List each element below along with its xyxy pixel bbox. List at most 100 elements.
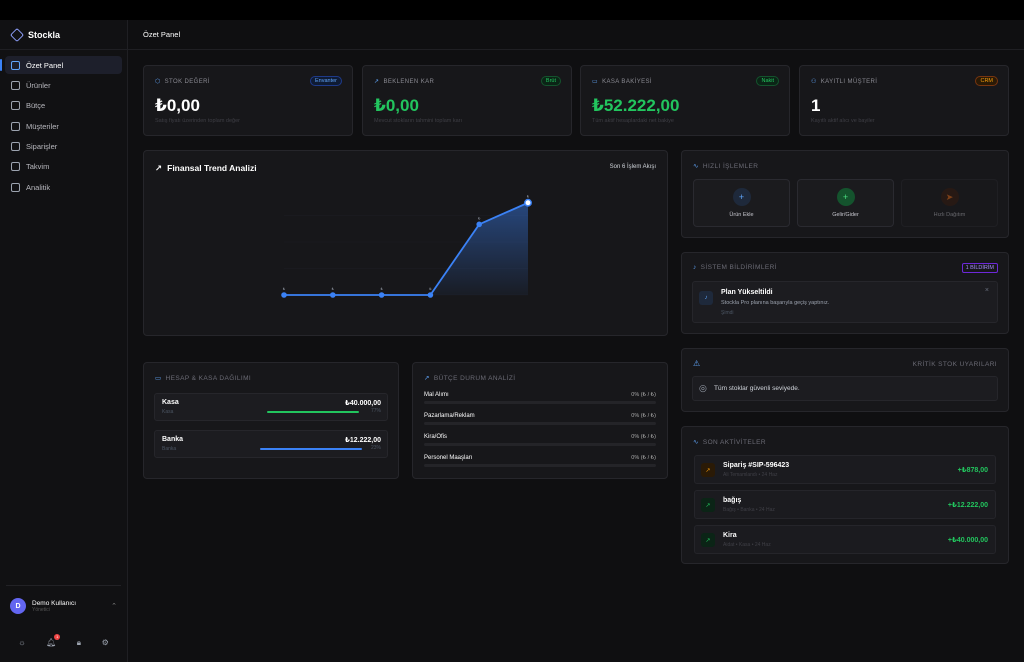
budget-pct: 0% (₺ / ₺) bbox=[631, 392, 656, 398]
trend-point[interactable] bbox=[281, 292, 287, 298]
bell-icon: ♪ bbox=[693, 264, 697, 271]
pulse-icon: ∿ bbox=[693, 439, 699, 446]
sidebar-item-urunler[interactable]: Ürünler bbox=[5, 76, 122, 94]
activity-amount: +₺40.000,00 bbox=[947, 537, 988, 544]
bell-icon[interactable]: 🔔︎ 1 bbox=[46, 634, 61, 647]
box-icon: ⬡ bbox=[155, 79, 161, 85]
trend-point-label: ₺ bbox=[429, 287, 432, 291]
stat-sub: Kayıtlı aktif alıcı ve bayiler bbox=[811, 118, 875, 124]
trend-point[interactable] bbox=[524, 198, 532, 207]
activity-row[interactable]: ↗ Kira Aidat • Kasa • 24 Haz +₺40.000,00 bbox=[694, 525, 996, 554]
stat-value: 1 bbox=[811, 96, 821, 115]
sidebar-footer: ☼ 🔔︎ 1 🔒︎ ⚙ bbox=[0, 634, 127, 648]
wallet-icon: ▭ bbox=[155, 375, 162, 382]
user-menu[interactable]: D Demo Kullanıcı Yönetici ⌃ bbox=[6, 585, 121, 614]
account-row-banka[interactable]: Banka Banka ₺12.222,00 23% bbox=[154, 430, 388, 458]
sidebar-item-takvim[interactable]: Takvim bbox=[5, 158, 122, 176]
stat-card-stock: ⬡ STOK DEĞERİ Envanter ₺0,00 Satış fiyatı… bbox=[143, 65, 353, 136]
trend-up-icon: ↗ bbox=[701, 498, 715, 512]
users-icon bbox=[11, 121, 20, 131]
sidebar-item-siparisler[interactable]: Siparişler bbox=[5, 138, 122, 156]
budget-pct: 0% (₺ / ₺) bbox=[631, 413, 656, 419]
sidebar-item-analitik[interactable]: Analitik bbox=[5, 178, 122, 196]
quick-distribution-button[interactable]: ➤ Hızlı Dağıtım bbox=[901, 179, 998, 227]
budget-name: Mal Alımı bbox=[424, 392, 449, 398]
close-icon[interactable]: × bbox=[984, 287, 989, 294]
activity-title: Kira bbox=[723, 532, 737, 539]
plus-icon: + bbox=[732, 188, 751, 206]
stat-sub: Satış fiyatı üzerinden toplam değer bbox=[155, 118, 240, 124]
sidebar-item-label: Özet Panel bbox=[26, 60, 64, 70]
activity-row[interactable]: ↗ bağış Bağış • Banka • 24 Haz +₺12.222,00 bbox=[694, 490, 996, 519]
account-sub: Kasa bbox=[162, 409, 174, 415]
sidebar-item-ozet-panel[interactable]: Özet Panel bbox=[0, 56, 122, 74]
stat-value: ₺52.222,00 bbox=[592, 96, 680, 115]
stat-label: STOK DEĞERİ bbox=[164, 78, 210, 85]
gear-icon[interactable]: ⚙ bbox=[101, 638, 109, 647]
sidebar-item-musteriler[interactable]: Müşteriler bbox=[5, 117, 122, 135]
trend-point-label: ₺ bbox=[380, 287, 383, 291]
button-label: Hızlı Dağıtım bbox=[933, 212, 966, 218]
budget-row: Kira/Ofis 0% (₺ / ₺) bbox=[424, 434, 656, 452]
notification-item[interactable]: ♪ Plan Yükseltildi Stockla Pro planına b… bbox=[692, 281, 998, 323]
main-content: Özet Panel ⬡ STOK DEĞERİ Envanter ₺0,00 S… bbox=[128, 20, 1024, 662]
activity-title: Sipariş #SIP-596423 bbox=[723, 462, 790, 469]
stat-label: BEKLENEN KAR bbox=[383, 78, 435, 85]
account-amount: ₺40.000,00 bbox=[344, 400, 381, 407]
stat-pill: CRM bbox=[975, 76, 998, 86]
trend-point[interactable] bbox=[476, 221, 483, 228]
activity-amount: +₺878,00 bbox=[957, 467, 988, 474]
trend-subtitle: Son 6 İşlem Akışı bbox=[609, 164, 656, 170]
chevron-up-icon: ⌃ bbox=[111, 603, 117, 610]
quick-actions-card: ∿ HIZLI İŞLEMLER + Ürün Ekle + Gelir/Gider … bbox=[681, 150, 1009, 238]
brand[interactable]: Stockla bbox=[0, 20, 127, 50]
account-row-kasa[interactable]: Kasa Kasa ₺40.000,00 77% bbox=[154, 393, 388, 421]
trend-point[interactable] bbox=[330, 292, 336, 298]
stat-pill: Brüt bbox=[540, 76, 561, 86]
user-name: Demo Kullanıcı bbox=[32, 599, 77, 607]
button-label: Gelir/Gider bbox=[832, 212, 859, 218]
add-product-button[interactable]: + Ürün Ekle bbox=[693, 179, 790, 227]
trend-card: ↗ Finansal Trend Analizi Son 6 İşlem Akış… bbox=[143, 150, 668, 336]
account-amount: ₺12.222,00 bbox=[344, 437, 381, 444]
notification-title: Plan Yükseltildi bbox=[721, 289, 773, 296]
section-title: BÜTÇE DURUM ANALİZİ bbox=[433, 374, 516, 382]
budget-bar bbox=[424, 401, 656, 404]
grid-icon bbox=[11, 60, 20, 70]
stat-card-cash: ▭ KASA BAKİYESİ Nakit ₺52.222,00 Tüm akti… bbox=[580, 65, 790, 136]
sun-icon[interactable]: ☼ bbox=[18, 638, 26, 647]
stat-label: KASA BAKİYESİ bbox=[602, 78, 652, 85]
account-name: Kasa bbox=[162, 399, 179, 406]
avatar: D bbox=[10, 598, 26, 614]
activity-row[interactable]: ↗ Sipariş #SIP-596423 Ali Temamlandı • 24 … bbox=[694, 455, 996, 484]
budget-pct: 0% (₺ / ₺) bbox=[631, 455, 656, 461]
cart-icon bbox=[11, 142, 20, 152]
plus-icon: + bbox=[836, 188, 855, 206]
budget-row: Pazarlama/Reklam 0% (₺ / ₺) bbox=[424, 413, 656, 431]
notification-time: Şimdi bbox=[721, 310, 734, 316]
check-circle-icon: ◎ bbox=[699, 383, 707, 393]
stat-sub: Tüm aktif hesaplardaki net bakiye bbox=[592, 118, 674, 124]
account-bar bbox=[267, 411, 359, 413]
trend-point[interactable] bbox=[427, 292, 434, 298]
user-role: Yönetici bbox=[32, 606, 50, 613]
activity-card: ∿ SON AKTİVİTELER ↗ Sipariş #SIP-596423 Ali… bbox=[681, 426, 1009, 564]
sidebar-item-label: Müşteriler bbox=[26, 121, 59, 131]
trend-up-icon: ↗ bbox=[701, 533, 715, 547]
section-title: HIZLI İŞLEMLER bbox=[702, 162, 759, 170]
stat-card-customers: ⚇ KAYITLI MÜŞTERİ CRM 1 Kayıtlı aktif alı… bbox=[799, 65, 1009, 136]
section-title: KRİTİK STOK UYARILARI bbox=[912, 361, 997, 368]
trend-chart: ₺ ₺ ₺ ₺ ₺ ₺ bbox=[281, 195, 532, 298]
activity-sub: Aidat • Kasa • 24 Haz bbox=[723, 542, 771, 548]
activity-amount: +₺12.222,00 bbox=[947, 502, 988, 509]
page-title: Özet Panel bbox=[128, 20, 1024, 50]
sidebar-item-butce[interactable]: Bütçe bbox=[5, 97, 122, 115]
notification-badge: 1 BİLDİRİM bbox=[961, 263, 998, 273]
notifications-card: ♪ SİSTEM BİLDİRİMLERİ 1 BİLDİRİM ♪ Plan Y… bbox=[681, 252, 1009, 334]
lock-icon[interactable]: 🔒︎ bbox=[76, 638, 82, 647]
budget-name: Pazarlama/Reklam bbox=[424, 413, 475, 419]
stat-value: ₺0,00 bbox=[155, 96, 200, 115]
trend-point[interactable] bbox=[378, 292, 385, 298]
income-expense-button[interactable]: + Gelir/Gider bbox=[797, 179, 894, 227]
activity-sub: Ali Temamlandı • 24 Haz bbox=[723, 472, 778, 478]
